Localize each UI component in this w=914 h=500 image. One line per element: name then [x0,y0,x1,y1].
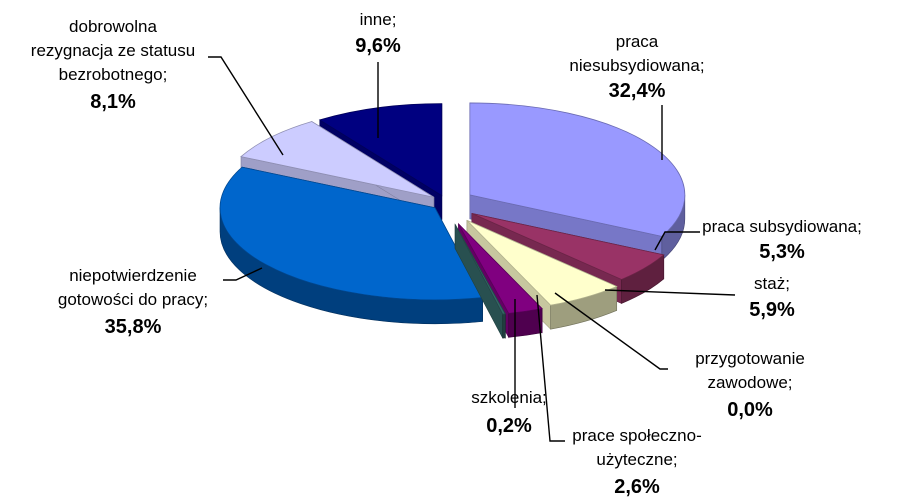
leader-line-7 [223,267,263,281]
slice-name-line: prace społeczno- [572,426,701,445]
leader-line-4 [554,292,668,370]
slice-name-line: użyteczne; [596,450,677,469]
slice-label-5: prace społeczno-użyteczne; 2,6% [572,426,701,498]
leader-line-8 [208,56,284,156]
slice-value: 0,2% [486,415,532,437]
slice-name-line: zawodowe; [707,373,792,392]
slice-label-3: staż; 5,9% [749,274,795,321]
pie-slice-6 [454,223,506,340]
labels-layer: praca niesubsydiowana; 32,4% praca subsydio… [31,10,862,498]
slice-label-9: inne; 9,6% [355,10,401,57]
slice-label-8: dobrowolna rezygnacja ze statusu bezrobotn… [31,17,195,113]
slice-label-4: przygotowanie zawodowe; 0,0% [695,349,805,421]
leader-line-2 [654,231,700,251]
slice-name-line: dobrowolna [69,17,157,36]
slice-name-line: bezrobotnego; [59,65,168,84]
slice-label-2: praca subsydiowana; 5,3% [702,217,862,263]
slice-name-line: praca [616,32,659,51]
slice-name-line: staż; [754,274,790,293]
pie-slice-7 [219,166,484,325]
leader-line-3 [604,289,736,296]
slices-layer [219,102,686,340]
leader-lines [208,56,736,442]
slice-value: 2,6% [614,476,660,498]
slice-value: 8,1% [90,91,136,113]
slice-value: 5,3% [759,241,805,263]
slice-name-line: praca subsydiowana; [702,217,862,236]
slice-name-line: niesubsydiowana; [569,56,704,75]
slice-label-1: praca niesubsydiowana; 32,4% [569,32,704,102]
slice-value: 5,9% [749,299,795,321]
slice-label-6: szkolenia; 0,2% [471,388,547,437]
slice-value: 9,6% [355,35,401,57]
slice-label-7: niepotwierdzenie gotowości do pracy; 35,8% [58,266,208,338]
slice-name-line: rezygnacja ze statusu [31,41,195,60]
slice-value: 35,8% [105,316,162,338]
slice-value: 32,4% [609,80,666,102]
slice-name-line: niepotwierdzenie [69,266,197,285]
slice-name-line: inne; [360,10,397,29]
slice-name-line: przygotowanie [695,349,805,368]
slice-value: 0,0% [727,399,773,421]
slice-name-line: szkolenia; [471,388,547,407]
leader-line-5 [536,294,565,442]
slice-name-line: gotowości do pracy; [58,290,208,309]
